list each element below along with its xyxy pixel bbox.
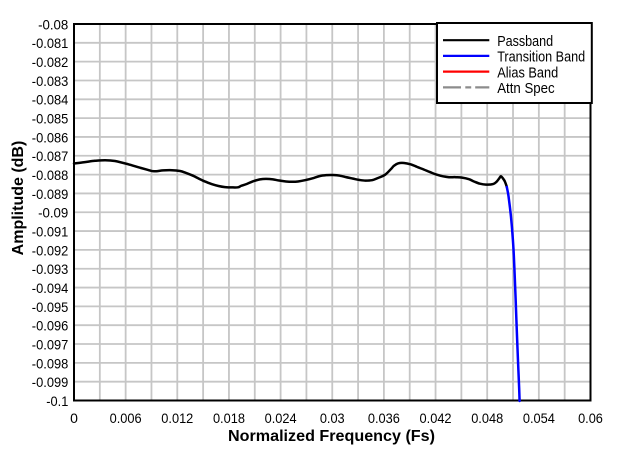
svg-text:0.03: 0.03 xyxy=(320,410,345,426)
svg-text:-0.093: -0.093 xyxy=(32,261,69,277)
svg-text:0.06: 0.06 xyxy=(578,410,603,426)
svg-text:-0.082: -0.082 xyxy=(32,54,69,70)
svg-text:-0.089: -0.089 xyxy=(32,186,69,202)
svg-text:0.012: 0.012 xyxy=(161,410,193,426)
svg-text:-0.087: -0.087 xyxy=(32,148,69,164)
svg-text:-0.096: -0.096 xyxy=(32,318,69,334)
svg-text:Normalized Frequency (Fs): Normalized Frequency (Fs) xyxy=(228,428,435,445)
svg-text:Transition Band: Transition Band xyxy=(497,50,585,66)
svg-text:Alias Band: Alias Band xyxy=(497,65,558,81)
svg-text:0.024: 0.024 xyxy=(265,410,297,426)
svg-text:-0.099: -0.099 xyxy=(32,374,69,390)
svg-text:Attn Spec: Attn Spec xyxy=(497,81,555,97)
svg-text:-0.094: -0.094 xyxy=(32,280,69,296)
svg-text:-0.084: -0.084 xyxy=(32,92,69,108)
svg-text:0.054: 0.054 xyxy=(523,410,555,426)
svg-text:0.006: 0.006 xyxy=(110,410,142,426)
svg-text:Passband: Passband xyxy=(497,34,553,50)
svg-text:-0.083: -0.083 xyxy=(32,73,69,89)
svg-text:-0.086: -0.086 xyxy=(32,129,69,145)
svg-text:0: 0 xyxy=(70,410,78,426)
svg-text:-0.088: -0.088 xyxy=(32,167,69,183)
svg-text:-0.091: -0.091 xyxy=(32,223,69,239)
svg-text:0.018: 0.018 xyxy=(213,410,245,426)
svg-text:-0.09: -0.09 xyxy=(38,205,68,221)
svg-text:-0.085: -0.085 xyxy=(32,111,69,127)
svg-text:-0.098: -0.098 xyxy=(32,355,69,371)
svg-text:-0.1: -0.1 xyxy=(46,393,68,409)
svg-text:-0.095: -0.095 xyxy=(32,299,69,315)
svg-text:-0.092: -0.092 xyxy=(32,242,69,258)
svg-text:-0.081: -0.081 xyxy=(32,35,69,51)
svg-text:-0.08: -0.08 xyxy=(38,16,68,32)
svg-text:0.042: 0.042 xyxy=(420,410,452,426)
svg-text:0.048: 0.048 xyxy=(471,410,503,426)
svg-text:-0.097: -0.097 xyxy=(32,336,69,352)
svg-text:0.036: 0.036 xyxy=(368,410,400,426)
svg-text:Amplitude (dB): Amplitude (dB) xyxy=(10,141,27,256)
